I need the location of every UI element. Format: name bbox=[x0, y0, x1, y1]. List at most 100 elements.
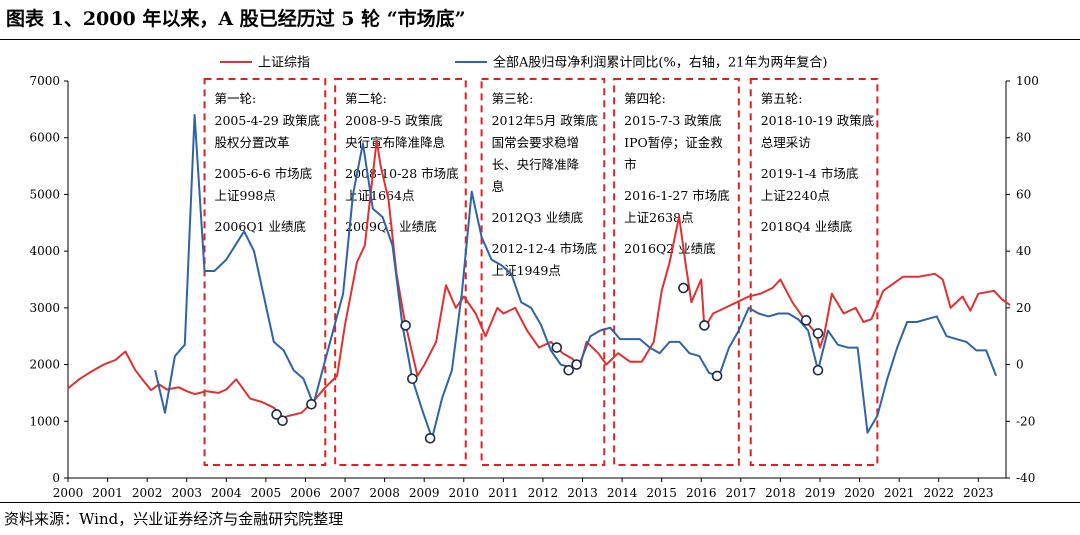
round-annotation: 2018Q4 业绩底 bbox=[761, 219, 853, 234]
source-note: 资料来源：Wind，兴业证券经济与金融研究院整理 bbox=[4, 510, 344, 528]
round-annotation: 2019-1-4 市场底 bbox=[761, 166, 859, 181]
round-annotation: 总理采访 bbox=[761, 135, 811, 150]
round-box-frame bbox=[480, 78, 606, 466]
x-tick-label: 2012 bbox=[528, 486, 559, 500]
right-tick-label: -20 bbox=[1016, 414, 1035, 428]
right-tick-label: 80 bbox=[1016, 131, 1031, 145]
round-annotation: 2005-6-6 市场底 bbox=[215, 166, 313, 181]
round-annotation: 上证2240点 bbox=[761, 188, 830, 203]
x-tick-label: 2007 bbox=[330, 486, 361, 500]
round-annotation: 2012年5月 政策底 bbox=[492, 113, 598, 128]
x-tick-label: 2006 bbox=[290, 486, 321, 500]
round-annotation: 息 bbox=[492, 179, 505, 194]
round-annotation: 上证1949点 bbox=[492, 263, 561, 278]
left-tick-label: 1000 bbox=[29, 414, 60, 428]
round-annotation: 2016Q2 业绩底 bbox=[624, 241, 716, 256]
x-tick-label: 2010 bbox=[449, 486, 480, 500]
round-annotation: 2015-7-3 政策底 bbox=[624, 113, 722, 128]
left-tick-label: 7000 bbox=[29, 74, 60, 88]
round-annotation: 2008-9-5 政策底 bbox=[345, 113, 443, 128]
round-annotation: 上证2638点 bbox=[624, 210, 693, 225]
left-tick-label: 0 bbox=[52, 471, 60, 485]
point-marker bbox=[678, 282, 689, 294]
x-tick-label: 2004 bbox=[211, 486, 242, 500]
title-rule bbox=[0, 39, 1080, 40]
right-tick-label: 0 bbox=[1016, 358, 1024, 372]
point-marker bbox=[277, 415, 288, 427]
left-tick-label: 6000 bbox=[29, 131, 60, 145]
x-tick-label: 2014 bbox=[607, 486, 638, 500]
round-annotation: 2016-1-27 市场底 bbox=[624, 188, 730, 203]
left-tick-label: 4000 bbox=[29, 244, 60, 258]
x-tick-label: 2011 bbox=[488, 486, 519, 500]
round-annotation: 上证998点 bbox=[215, 188, 276, 203]
x-tick-label: 2008 bbox=[369, 486, 400, 500]
point-marker bbox=[306, 398, 317, 410]
x-tick-label: 2016 bbox=[686, 486, 717, 500]
round-annotation: 2008-10-28 市场底 bbox=[345, 166, 459, 181]
series-line-1 bbox=[67, 139, 1011, 419]
x-tick-label: 2003 bbox=[171, 486, 202, 500]
footer-rule bbox=[0, 502, 1080, 503]
right-tick-label: 20 bbox=[1016, 301, 1031, 315]
round-annotation: 央行宣布降准降息 bbox=[345, 135, 445, 150]
left-tick-label: 2000 bbox=[29, 358, 60, 372]
point-marker bbox=[699, 320, 710, 331]
x-tick-label: 2018 bbox=[765, 486, 796, 500]
x-tick-label: 2015 bbox=[646, 486, 677, 500]
round-annotation: 国常会要求稳增 bbox=[492, 135, 580, 150]
x-tick-label: 2020 bbox=[844, 486, 875, 500]
round-box-frame bbox=[749, 78, 879, 466]
round-annotation: 2012-12-4 市场底 bbox=[492, 241, 598, 256]
round-annotation: 2005-4-29 政策底 bbox=[215, 113, 321, 128]
round-annotation: 市 bbox=[624, 157, 637, 172]
point-marker bbox=[812, 364, 824, 376]
right-tick-label: -40 bbox=[1016, 471, 1035, 485]
point-marker bbox=[563, 364, 574, 376]
x-tick-label: 2021 bbox=[884, 486, 915, 500]
point-marker bbox=[551, 342, 563, 353]
round-annotation: 第一轮: bbox=[215, 91, 257, 106]
x-tick-label: 2002 bbox=[132, 486, 163, 500]
right-tick-label: 60 bbox=[1016, 187, 1031, 201]
round-box-frame bbox=[334, 78, 467, 466]
point-marker bbox=[407, 373, 418, 385]
point-marker bbox=[571, 359, 582, 370]
point-marker bbox=[400, 320, 411, 331]
legend-label: 全部A股归母净利润累计同比(%，右轴，21年为两年复合) bbox=[493, 55, 827, 71]
point-marker bbox=[271, 409, 282, 420]
left-tick-label: 3000 bbox=[29, 301, 60, 315]
x-tick-label: 2000 bbox=[53, 486, 84, 500]
round-annotation: 2018-10-19 政策底 bbox=[761, 113, 875, 128]
round-annotation: 2012Q3 业绩底 bbox=[492, 210, 583, 225]
right-tick-label: 40 bbox=[1016, 244, 1031, 258]
round-annotation: 第五轮: bbox=[761, 91, 803, 106]
x-tick-label: 2009 bbox=[409, 486, 440, 500]
round-annotation: 第二轮: bbox=[345, 91, 387, 106]
x-tick-label: 2001 bbox=[92, 486, 123, 500]
round-annotation: 2006Q1 业绩底 bbox=[215, 219, 307, 234]
round-annotation: 第四轮: bbox=[624, 91, 666, 106]
x-tick-label: 2019 bbox=[805, 486, 836, 500]
point-marker bbox=[424, 432, 436, 444]
round-annotation: 上证1664点 bbox=[345, 188, 414, 203]
round-annotation: 第三轮: bbox=[492, 91, 534, 106]
point-marker bbox=[800, 315, 812, 326]
round-box-frame bbox=[613, 78, 740, 466]
x-tick-label: 2005 bbox=[251, 486, 282, 500]
left-tick-label: 5000 bbox=[29, 187, 60, 201]
round-annotation: 股权分置改革 bbox=[215, 135, 290, 150]
x-tick-label: 2023 bbox=[963, 486, 994, 500]
point-marker bbox=[812, 328, 824, 339]
x-tick-label: 2022 bbox=[923, 486, 954, 500]
right-tick-label: 100 bbox=[1016, 74, 1039, 88]
x-tick-label: 2013 bbox=[567, 486, 598, 500]
x-tick-label: 2017 bbox=[726, 486, 757, 500]
round-annotation: IPO暂停；证金救 bbox=[624, 135, 723, 150]
chart: 0 1000 2000 3000 4000 5000 6000 7000 -40 -20 0 20 40… bbox=[29, 55, 1039, 501]
legend-label: 上证综指 bbox=[258, 56, 310, 71]
